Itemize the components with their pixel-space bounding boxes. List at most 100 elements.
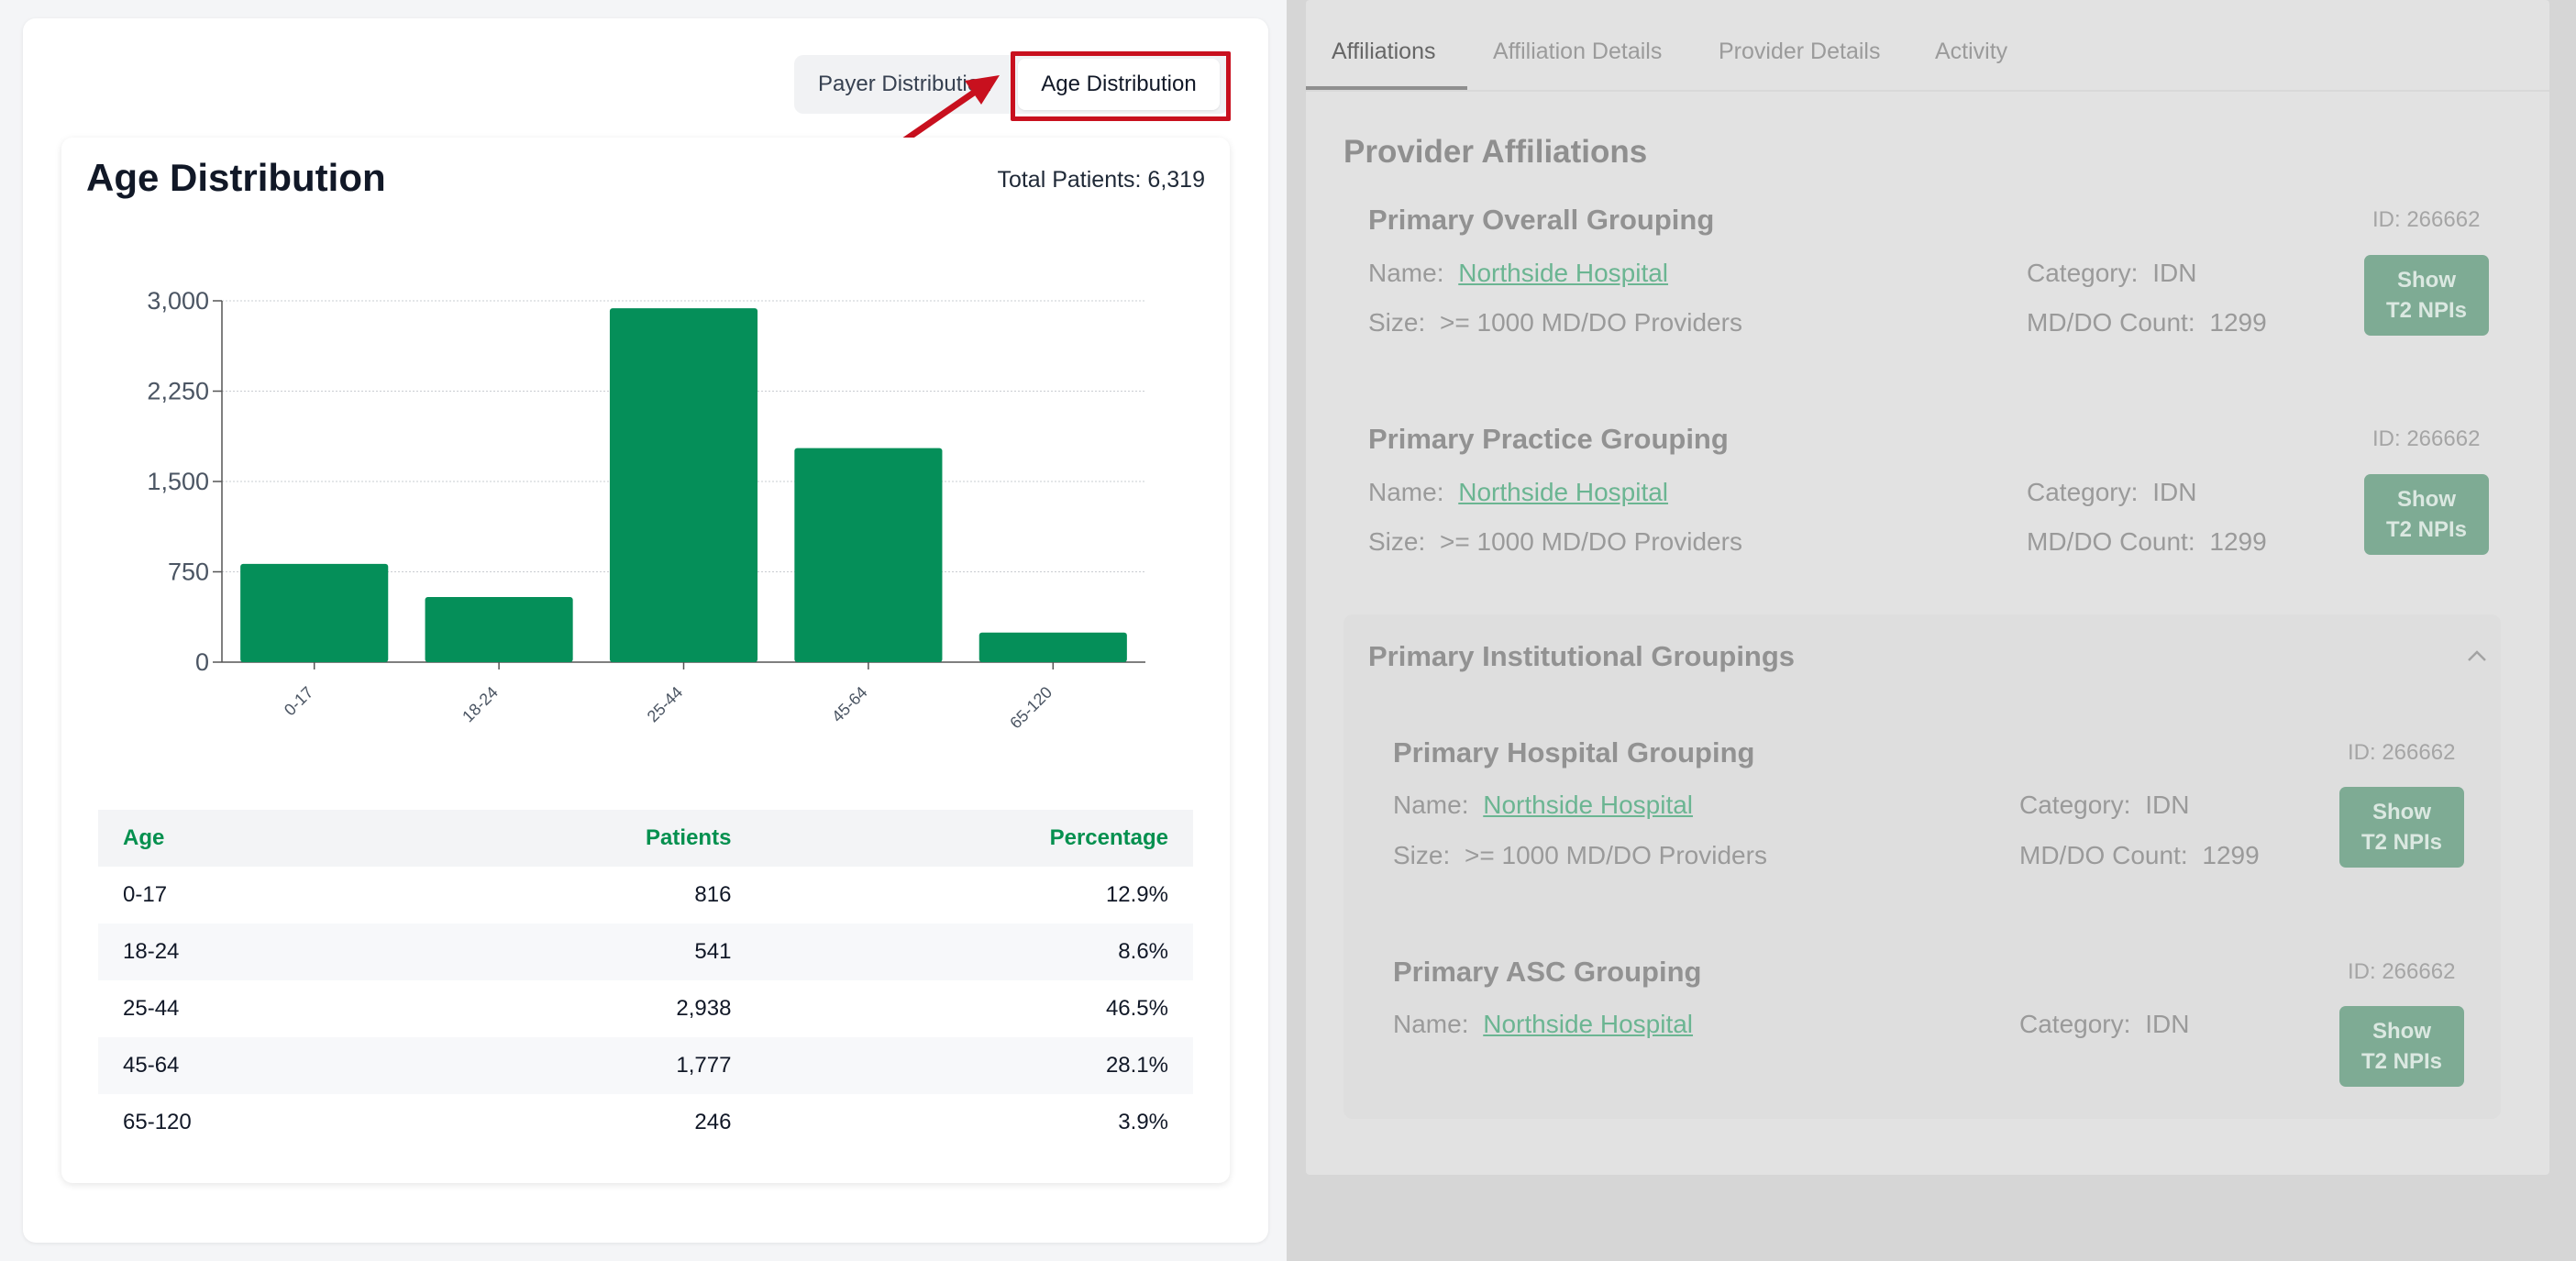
age-cell: 65-120	[123, 1110, 192, 1134]
percentage-cell: 12.9%	[1105, 882, 1168, 907]
group-id: ID: 266662	[2372, 207, 2481, 232]
size-value: >= 1000 MD/DO Providers	[1440, 308, 1742, 337]
active-tab-indicator	[1306, 86, 1467, 90]
table-row: 25-44 2,938 46.5%	[98, 980, 1193, 1037]
bar-0-17	[240, 563, 389, 662]
x-tick-label: 65-120	[1006, 683, 1056, 733]
show-t2-npis-button[interactable]: Show T2 NPIs	[2364, 474, 2489, 555]
size-value: >= 1000 MD/DO Providers	[1465, 841, 1767, 869]
y-tick-label: 0	[195, 648, 209, 676]
age-table: Age Patients Percentage 0-17 816 12.9% 1…	[98, 810, 1193, 1151]
age-bar-chart: 0 750 1,500 2,250 3,000 0-17 18-24 25-44 45-64 65…	[147, 287, 1145, 733]
table-header-row: Age Patients Percentage	[98, 810, 1193, 867]
age-cell: 18-24	[98, 924, 405, 980]
button-line: Show	[2372, 1019, 2431, 1044]
patients-cell: 541	[404, 924, 757, 980]
bar-25-44	[609, 308, 758, 662]
name-label: Name:	[1368, 478, 1444, 506]
size-label: Size:	[1393, 841, 1451, 869]
group-id: ID: 266662	[2348, 959, 2456, 984]
table-row: 0-17 816 12.9%	[98, 867, 1193, 924]
show-t2-npis-button[interactable]: Show T2 NPIs	[2364, 255, 2489, 336]
button-line: Show	[2397, 487, 2456, 512]
institutional-groupings-title[interactable]: Primary Institutional Groupings	[1368, 640, 1796, 672]
name-link[interactable]: Northside Hospital	[1483, 1010, 1694, 1038]
tab-provider-details[interactable]: Provider Details	[1719, 39, 1881, 64]
count-label: MD/DO Count:	[2027, 527, 2195, 556]
table-row: 18-24 541 8.6%	[98, 924, 1193, 980]
age-distribution-button[interactable]: Age Distribution	[1018, 59, 1220, 110]
chart-title: Age Distribution	[86, 156, 386, 199]
category-value: IDN	[2152, 259, 2197, 287]
y-tick-label: 3,000	[147, 287, 209, 315]
group-title: Primary Overall Grouping	[1368, 204, 1715, 236]
count-value: 1299	[2202, 841, 2260, 869]
button-line: T2 NPIs	[2360, 830, 2443, 855]
count-value: 1299	[2209, 308, 2267, 337]
tab-affiliations[interactable]: Affiliations	[1332, 39, 1436, 64]
show-t2-npis-button[interactable]: Show T2 NPIs	[2339, 1006, 2464, 1087]
count-value: 1299	[2209, 527, 2267, 556]
column-header-percentage: Percentage	[756, 810, 1193, 867]
age-cell: 0-17	[123, 882, 168, 907]
count-label: MD/DO Count:	[2027, 308, 2195, 337]
button-line: Show	[2397, 268, 2456, 293]
size-label: Size:	[1368, 527, 1426, 556]
name-link[interactable]: Northside Hospital	[1483, 791, 1694, 819]
age-cell: 45-64	[98, 1037, 405, 1094]
provider-affiliations-title: Provider Affiliations	[1343, 134, 1648, 170]
bar-18-24	[425, 596, 573, 662]
column-header-age: Age	[98, 810, 405, 867]
button-line: T2 NPIs	[2385, 517, 2468, 542]
x-tick-label: 18-24	[459, 683, 502, 726]
category-value: IDN	[2152, 478, 2197, 506]
tab-affiliation-details[interactable]: Affiliation Details	[1493, 39, 1663, 64]
tab-activity[interactable]: Activity	[1935, 39, 2008, 64]
group-id: ID: 266662	[2348, 740, 2456, 765]
count-label: MD/DO Count:	[2019, 841, 2188, 869]
patients-cell: 246	[694, 1110, 732, 1134]
category-value: IDN	[2145, 791, 2190, 819]
group-title: Primary Hospital Grouping	[1393, 736, 1755, 769]
name-link[interactable]: Northside Hospital	[1458, 478, 1669, 506]
percentage-cell: 46.5%	[1105, 996, 1168, 1021]
table-row: 45-64 1,777 28.1%	[98, 1037, 1193, 1094]
button-line: Show	[2372, 800, 2431, 824]
x-tick-label: 0-17	[281, 683, 317, 720]
column-header-patients: Patients	[404, 810, 757, 867]
group-id: ID: 266662	[2372, 426, 2481, 451]
name-label: Name:	[1368, 259, 1444, 287]
category-label: Category:	[2019, 1010, 2131, 1038]
payer-distribution-button[interactable]: Payer Distribution	[818, 72, 992, 96]
table-row: 65-120 246 3.9%	[98, 1094, 1193, 1151]
bar-65-120	[978, 632, 1127, 662]
name-label: Name:	[1393, 791, 1469, 819]
category-label: Category:	[2027, 259, 2139, 287]
y-tick-label: 750	[168, 559, 209, 586]
group-title: Primary ASC Grouping	[1393, 956, 1702, 988]
x-tick-label: 25-44	[644, 683, 687, 726]
button-line: T2 NPIs	[2360, 1049, 2443, 1074]
name-link[interactable]: Northside Hospital	[1458, 259, 1669, 287]
bar-45-64	[794, 448, 943, 662]
category-label: Category:	[2019, 791, 2131, 819]
institutional-groupings-panel	[1343, 614, 2501, 1119]
chevron-up-icon[interactable]	[2465, 644, 2489, 668]
group-title: Primary Practice Grouping	[1368, 423, 1729, 455]
total-patients: Total Patients: 6,319	[997, 167, 1205, 193]
patients-cell: 2,938	[676, 996, 732, 1021]
percentage-cell: 3.9%	[1118, 1110, 1168, 1134]
affiliation-tabs: Affiliations Affiliation Details Provide…	[1306, 26, 2549, 92]
show-t2-npis-button[interactable]: Show T2 NPIs	[2339, 787, 2464, 868]
category-value: IDN	[2145, 1010, 2190, 1038]
percentage-cell: 28.1%	[756, 1037, 1193, 1094]
button-line: T2 NPIs	[2385, 298, 2468, 323]
size-value: >= 1000 MD/DO Providers	[1440, 527, 1742, 556]
age-distribution-chart-card: Age Distribution Total Patients: 6,319 0…	[61, 138, 1230, 1183]
y-tick-label: 1,500	[147, 468, 209, 495]
patients-cell: 1,777	[404, 1037, 757, 1094]
percentage-cell: 8.6%	[756, 924, 1193, 980]
age-cell: 25-44	[123, 996, 180, 1021]
category-label: Category:	[2027, 478, 2139, 506]
distribution-toggle: Payer Distribution Age Distribution	[794, 55, 1229, 114]
